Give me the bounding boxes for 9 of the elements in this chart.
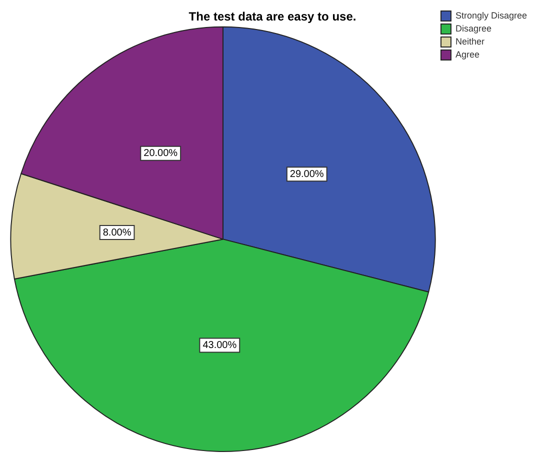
data-label: 29.00%	[290, 168, 324, 180]
chart-title: The test data are easy to use.	[188, 10, 356, 24]
data-label: 20.00%	[144, 148, 178, 160]
legend-label: Agree	[455, 49, 480, 60]
data-label: 8.00%	[102, 227, 132, 238]
legend-label: Neither	[455, 36, 484, 46]
legend-label: Strongly Disagree	[455, 10, 528, 20]
data-label: 43.00%	[202, 340, 237, 352]
legend-label: Disagree	[455, 23, 492, 34]
